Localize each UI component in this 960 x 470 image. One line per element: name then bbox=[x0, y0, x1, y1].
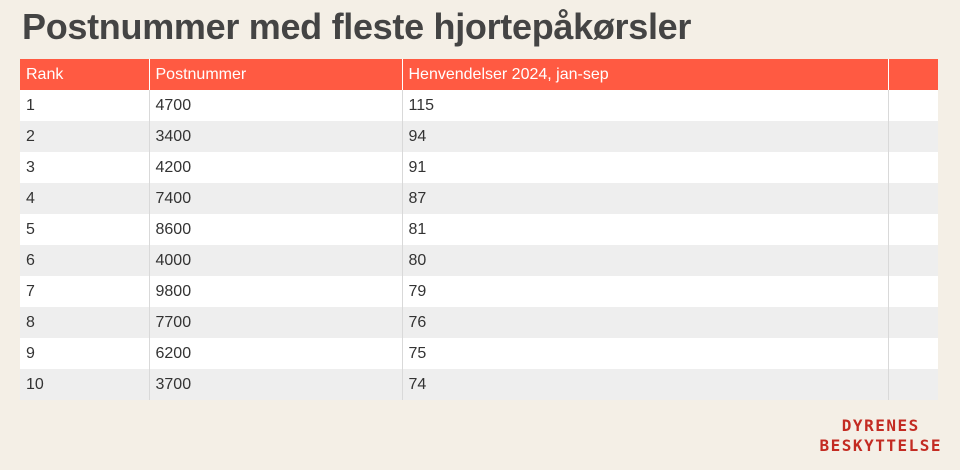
table-header-row: Rank Postnummer Henvendelser 2024, jan-s… bbox=[20, 59, 938, 90]
rank-cell: 4 bbox=[20, 183, 150, 214]
table-row: 5 8600 81 bbox=[20, 214, 938, 245]
empty-cell bbox=[888, 245, 938, 276]
rank-cell: 6 bbox=[20, 245, 150, 276]
postnummer-cell: 6200 bbox=[149, 338, 403, 369]
brand-logo-line-1: DYRENES bbox=[841, 416, 920, 435]
rank-cell: 3 bbox=[20, 152, 150, 183]
henvendelser-cell: 81 bbox=[402, 214, 889, 245]
rank-cell: 7 bbox=[20, 276, 150, 307]
rank-cell: 9 bbox=[20, 338, 150, 369]
postnummer-cell: 7700 bbox=[149, 307, 403, 338]
table-row: 1 4700 115 bbox=[20, 90, 938, 121]
empty-cell bbox=[888, 369, 938, 400]
rank-cell: 2 bbox=[20, 121, 150, 152]
rank-cell: 5 bbox=[20, 214, 150, 245]
empty-cell bbox=[888, 90, 938, 121]
table-row: 7 9800 79 bbox=[20, 276, 938, 307]
table-row: 9 6200 75 bbox=[20, 338, 938, 369]
henvendelser-cell: 80 bbox=[402, 245, 889, 276]
column-header-henvendelser: Henvendelser 2024, jan-sep bbox=[402, 59, 889, 90]
rank-cell: 1 bbox=[20, 90, 150, 121]
table-row: 10 3700 74 bbox=[20, 369, 938, 400]
postnummer-cell: 4000 bbox=[149, 245, 403, 276]
henvendelser-cell: 75 bbox=[402, 338, 889, 369]
table-row: 2 3400 94 bbox=[20, 121, 938, 152]
empty-cell bbox=[888, 183, 938, 214]
henvendelser-cell: 94 bbox=[402, 121, 889, 152]
empty-cell bbox=[888, 214, 938, 245]
empty-cell bbox=[888, 307, 938, 338]
henvendelser-cell: 87 bbox=[402, 183, 889, 214]
empty-cell bbox=[888, 152, 938, 183]
henvendelser-cell: 91 bbox=[402, 152, 889, 183]
column-header-postnummer: Postnummer bbox=[149, 59, 403, 90]
table-row: 8 7700 76 bbox=[20, 307, 938, 338]
postnummer-cell: 3400 bbox=[149, 121, 403, 152]
henvendelser-cell: 79 bbox=[402, 276, 889, 307]
table-row: 3 4200 91 bbox=[20, 152, 938, 183]
postnummer-cell: 8600 bbox=[149, 214, 403, 245]
brand-logo: DYRENES BESKYTTELSE bbox=[820, 416, 942, 456]
data-table: Rank Postnummer Henvendelser 2024, jan-s… bbox=[20, 59, 938, 400]
postnummer-cell: 9800 bbox=[149, 276, 403, 307]
brand-logo-line-2: BESKYTTELSE bbox=[819, 436, 942, 455]
henvendelser-cell: 115 bbox=[402, 90, 889, 121]
rank-cell: 10 bbox=[20, 369, 150, 400]
empty-cell bbox=[888, 276, 938, 307]
henvendelser-cell: 74 bbox=[402, 369, 889, 400]
henvendelser-cell: 76 bbox=[402, 307, 889, 338]
empty-cell bbox=[888, 338, 938, 369]
postnummer-cell: 4700 bbox=[149, 90, 403, 121]
postnummer-cell: 7400 bbox=[149, 183, 403, 214]
table-row: 4 7400 87 bbox=[20, 183, 938, 214]
column-header-rank: Rank bbox=[20, 59, 150, 90]
table-row: 6 4000 80 bbox=[20, 245, 938, 276]
postnummer-cell: 4200 bbox=[149, 152, 403, 183]
column-header-empty bbox=[888, 59, 938, 90]
empty-cell bbox=[888, 121, 938, 152]
rank-cell: 8 bbox=[20, 307, 150, 338]
data-table-container: Rank Postnummer Henvendelser 2024, jan-s… bbox=[20, 59, 938, 400]
postnummer-cell: 3700 bbox=[149, 369, 403, 400]
page-title: Postnummer med fleste hjortepåkørsler bbox=[22, 6, 692, 47]
